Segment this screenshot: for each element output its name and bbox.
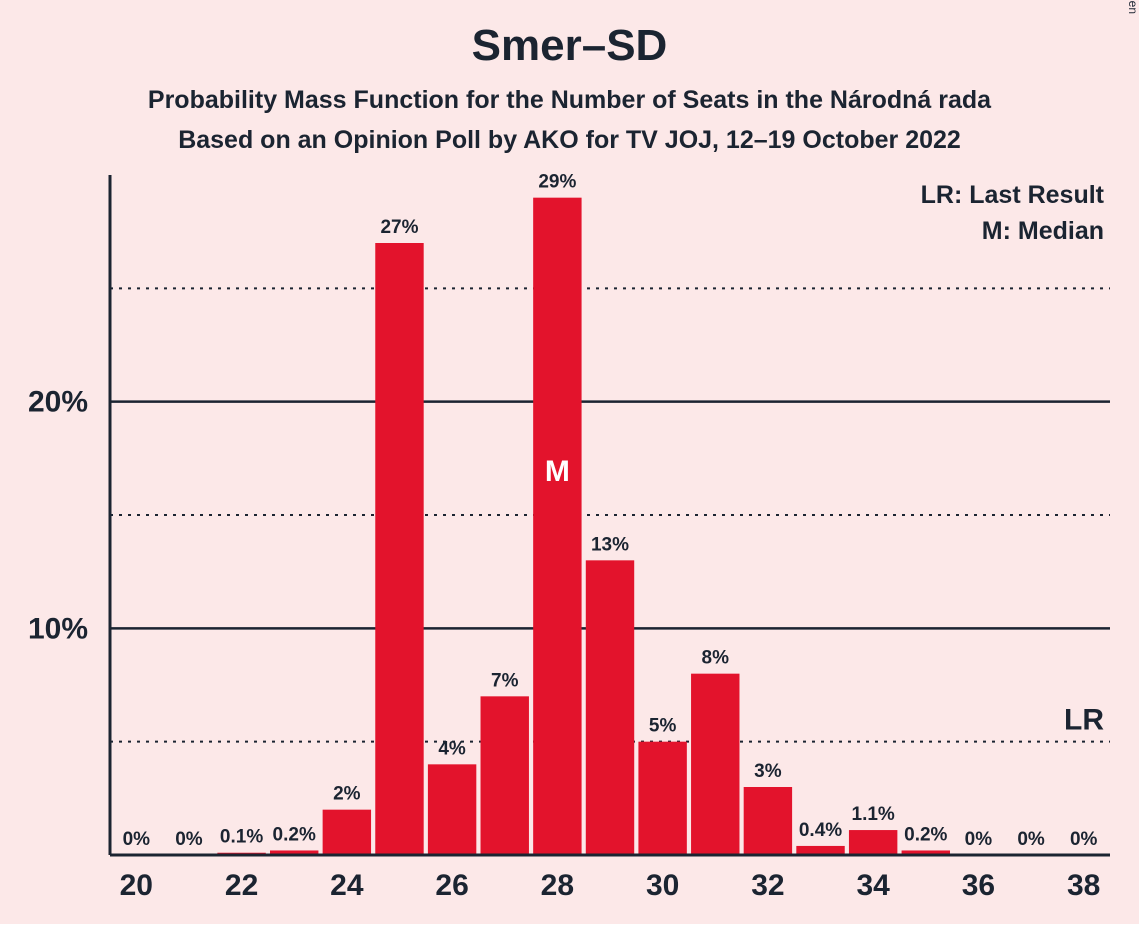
bar-value-label: 0% xyxy=(1070,829,1098,850)
bar-value-label: 0.2% xyxy=(273,824,316,845)
y-tick-label: 20% xyxy=(28,386,88,419)
bar-value-label: 0.2% xyxy=(904,824,947,845)
pmf-bar-chart: Smer–SD Probability Mass Function for the… xyxy=(0,0,1139,924)
bar-value-label: 0.4% xyxy=(799,820,842,841)
bar xyxy=(428,764,476,855)
chart-container: Smer–SD Probability Mass Function for the… xyxy=(0,0,1139,929)
bar-value-label: 2% xyxy=(333,784,361,805)
x-tick-label: 22 xyxy=(225,869,258,902)
x-tick-label: 38 xyxy=(1067,869,1100,902)
bar-value-label: 3% xyxy=(754,761,782,782)
x-tick-label: 34 xyxy=(856,869,890,902)
x-tick-label: 30 xyxy=(646,869,679,902)
bar-value-label: 0% xyxy=(1017,829,1045,850)
x-tick-label: 26 xyxy=(435,869,468,902)
bar-value-label: 1.1% xyxy=(852,804,895,825)
x-tick-label: 32 xyxy=(751,869,784,902)
legend-line: LR: Last Result xyxy=(921,181,1105,209)
bar-value-label: 13% xyxy=(591,534,629,555)
bar-value-label: 8% xyxy=(702,648,730,669)
bar xyxy=(323,810,371,855)
lr-label: LR xyxy=(1064,704,1104,737)
median-marker: M xyxy=(545,455,570,488)
x-tick-label: 36 xyxy=(962,869,995,902)
chart-title: Smer–SD xyxy=(472,21,668,70)
bar xyxy=(375,243,423,855)
legend-line: M: Median xyxy=(982,217,1104,245)
bar-value-label: 4% xyxy=(438,738,466,759)
bar-value-label: 29% xyxy=(538,172,576,193)
bar xyxy=(481,696,529,855)
bar-value-label: 5% xyxy=(649,716,677,737)
bar-value-label: 0% xyxy=(123,829,151,850)
bar xyxy=(586,560,634,855)
bar xyxy=(744,787,792,855)
copyright-text: © 2022 Filip van Laenen xyxy=(1126,0,1139,14)
x-tick-label: 24 xyxy=(330,869,364,902)
bar-value-label: 27% xyxy=(380,217,418,238)
bar-value-label: 0.1% xyxy=(220,827,263,848)
x-tick-label: 20 xyxy=(120,869,153,902)
bar xyxy=(533,198,581,855)
chart-subtitle-1: Probability Mass Function for the Number… xyxy=(148,86,992,114)
bar-value-label: 7% xyxy=(491,670,519,691)
y-tick-label: 10% xyxy=(28,612,88,645)
x-tick-label: 28 xyxy=(541,869,574,902)
chart-subtitle-2: Based on an Opinion Poll by AKO for TV J… xyxy=(178,126,961,154)
bar-value-label: 0% xyxy=(175,829,203,850)
bar xyxy=(691,674,739,855)
bar xyxy=(849,830,897,855)
bar xyxy=(638,742,686,855)
bar-value-label: 0% xyxy=(965,829,993,850)
